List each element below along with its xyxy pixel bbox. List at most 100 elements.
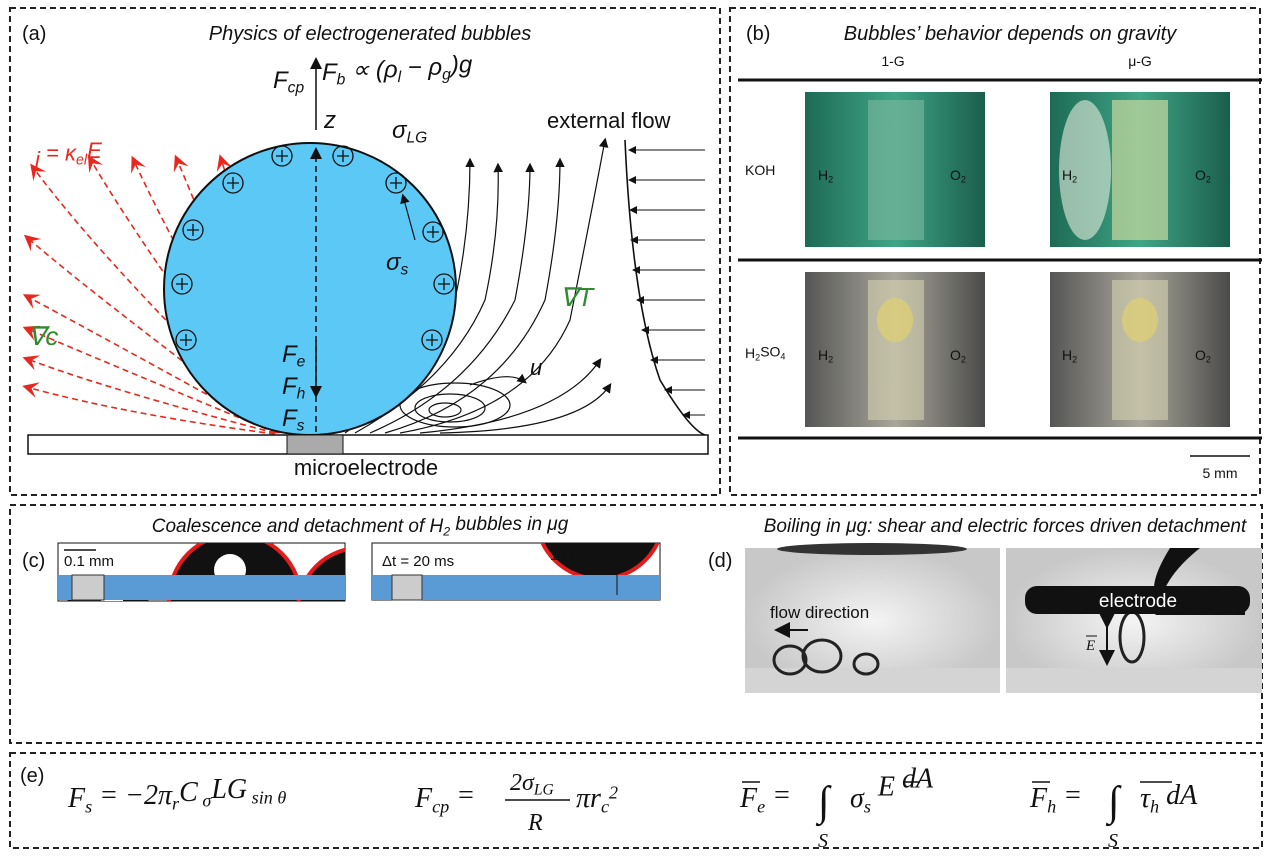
subscript: 2 xyxy=(828,175,833,185)
time-label: Δt = 20 ms xyxy=(382,553,454,570)
panel-b: (b) Bubbles’ behavior depends on gravity… xyxy=(738,23,1262,481)
subscript: 4 xyxy=(780,351,785,361)
panel-title: Coalescence and detachment of H2 bubbles… xyxy=(152,514,569,539)
electrode xyxy=(72,575,104,600)
field-label: E xyxy=(1085,638,1095,654)
equation: σs E dA xyxy=(850,763,934,816)
text-part: F xyxy=(322,59,338,86)
subscript: 2 xyxy=(1072,175,1077,185)
panel-label: (b) xyxy=(746,23,770,45)
subscript: σ xyxy=(198,791,213,811)
subscript: e xyxy=(757,796,765,816)
subscript: 2 xyxy=(961,175,966,185)
subscript: 2 xyxy=(442,525,450,539)
text-part: )g xyxy=(448,51,473,78)
subscript: s xyxy=(85,796,92,816)
panel-label: (d) xyxy=(708,550,732,572)
text-part: H xyxy=(818,167,828,183)
text-part: σ xyxy=(850,783,865,814)
text-part: O xyxy=(1195,167,1206,183)
panel-d: (d) Boiling in μg: shear and electric fo… xyxy=(708,516,1262,693)
integral: ∫ xyxy=(1105,779,1122,827)
plate xyxy=(777,543,967,555)
text-part: dA xyxy=(1159,780,1198,811)
text-part: = xyxy=(449,780,475,811)
label: Fb ∝ (ρl − ρg)g xyxy=(322,51,473,88)
subscript: e xyxy=(297,354,306,371)
subscript: cp xyxy=(432,796,449,816)
text-part xyxy=(871,780,878,811)
subscript: h xyxy=(297,386,306,403)
text-part: = xyxy=(1056,780,1082,811)
text-part: = xyxy=(765,780,791,811)
equation: πrc2 xyxy=(576,782,618,816)
text-part: − ρ xyxy=(401,54,442,81)
panel-a: (a) Physics of electrogenerated bubbles xyxy=(22,23,708,480)
equation: Fe = xyxy=(739,780,791,816)
panel-label: (a) xyxy=(22,23,46,45)
text-part: F xyxy=(414,783,433,814)
text-part: πr xyxy=(576,783,601,814)
bubble xyxy=(164,143,456,435)
integral: ∫ xyxy=(815,779,832,827)
electrode xyxy=(392,575,422,600)
equation: τh dA xyxy=(1140,780,1198,816)
subscript: sin θ xyxy=(247,788,286,808)
equation: Fs = −2πrC σLG sin θ xyxy=(67,774,286,816)
text-part: = κ xyxy=(40,140,77,165)
floor xyxy=(1006,668,1262,693)
subscript: g xyxy=(442,67,451,84)
text-part: E xyxy=(87,138,102,163)
subscript: 2 xyxy=(1206,355,1211,365)
panel-label: (e) xyxy=(20,765,44,787)
equation: Fcp = xyxy=(414,780,475,816)
electrode-label: microelectrode xyxy=(294,455,438,480)
text-part: KOH xyxy=(745,162,775,178)
subscript: h xyxy=(1150,796,1159,816)
substrate xyxy=(28,435,708,454)
row-label: H2SO4 xyxy=(745,344,785,363)
text-part: H xyxy=(745,345,755,361)
label: Fcp xyxy=(273,67,304,97)
domain: S xyxy=(1108,830,1118,851)
subscript: LG xyxy=(406,130,427,147)
label: u xyxy=(530,355,542,380)
equation: 2σLG xyxy=(510,770,554,799)
label: external flow xyxy=(547,108,671,133)
subscript: s xyxy=(297,418,305,435)
text-part: 2σ xyxy=(510,770,535,796)
text-part: E xyxy=(877,772,895,803)
row-label: KOH xyxy=(745,162,775,178)
text-part: F xyxy=(67,783,86,814)
text-part: O xyxy=(950,347,961,363)
label: ∇T xyxy=(560,282,595,312)
label: z xyxy=(323,107,336,134)
gap-label: 127 μm xyxy=(550,547,600,564)
text-part: F xyxy=(739,783,758,814)
flow-label: flow direction xyxy=(770,603,869,622)
text-part: ∝ (ρ xyxy=(345,56,397,83)
velocity-profile xyxy=(625,140,705,435)
text-part: F xyxy=(1029,783,1048,814)
microelectrode xyxy=(287,435,343,454)
panel-label: (c) xyxy=(22,550,45,572)
domain: S xyxy=(818,830,828,851)
equation: R xyxy=(527,810,543,836)
equation: Fh = xyxy=(1029,780,1082,816)
panel-title: Bubbles’ behavior depends on gravity xyxy=(844,23,1177,45)
column-label: 1-G xyxy=(881,53,904,69)
subscript: LG xyxy=(533,782,554,799)
label: σLG xyxy=(392,117,427,147)
label: j = κelE xyxy=(32,138,102,172)
panel-c: (c) Coalescence and detachment of H2 bub… xyxy=(22,451,664,674)
subscript: 2 xyxy=(828,355,833,365)
text-part: F xyxy=(282,405,298,432)
subscript: 2 xyxy=(961,355,966,365)
text-part: F xyxy=(282,373,298,400)
subscript: 2 xyxy=(1072,355,1077,365)
text-part: dA xyxy=(895,763,934,794)
column-label: μ-G xyxy=(1128,53,1152,69)
subscript: 2 xyxy=(1206,175,1211,185)
panel-title: Physics of electrogenerated bubbles xyxy=(209,23,531,45)
text-part: Coalescence and detachment of H xyxy=(152,516,444,537)
